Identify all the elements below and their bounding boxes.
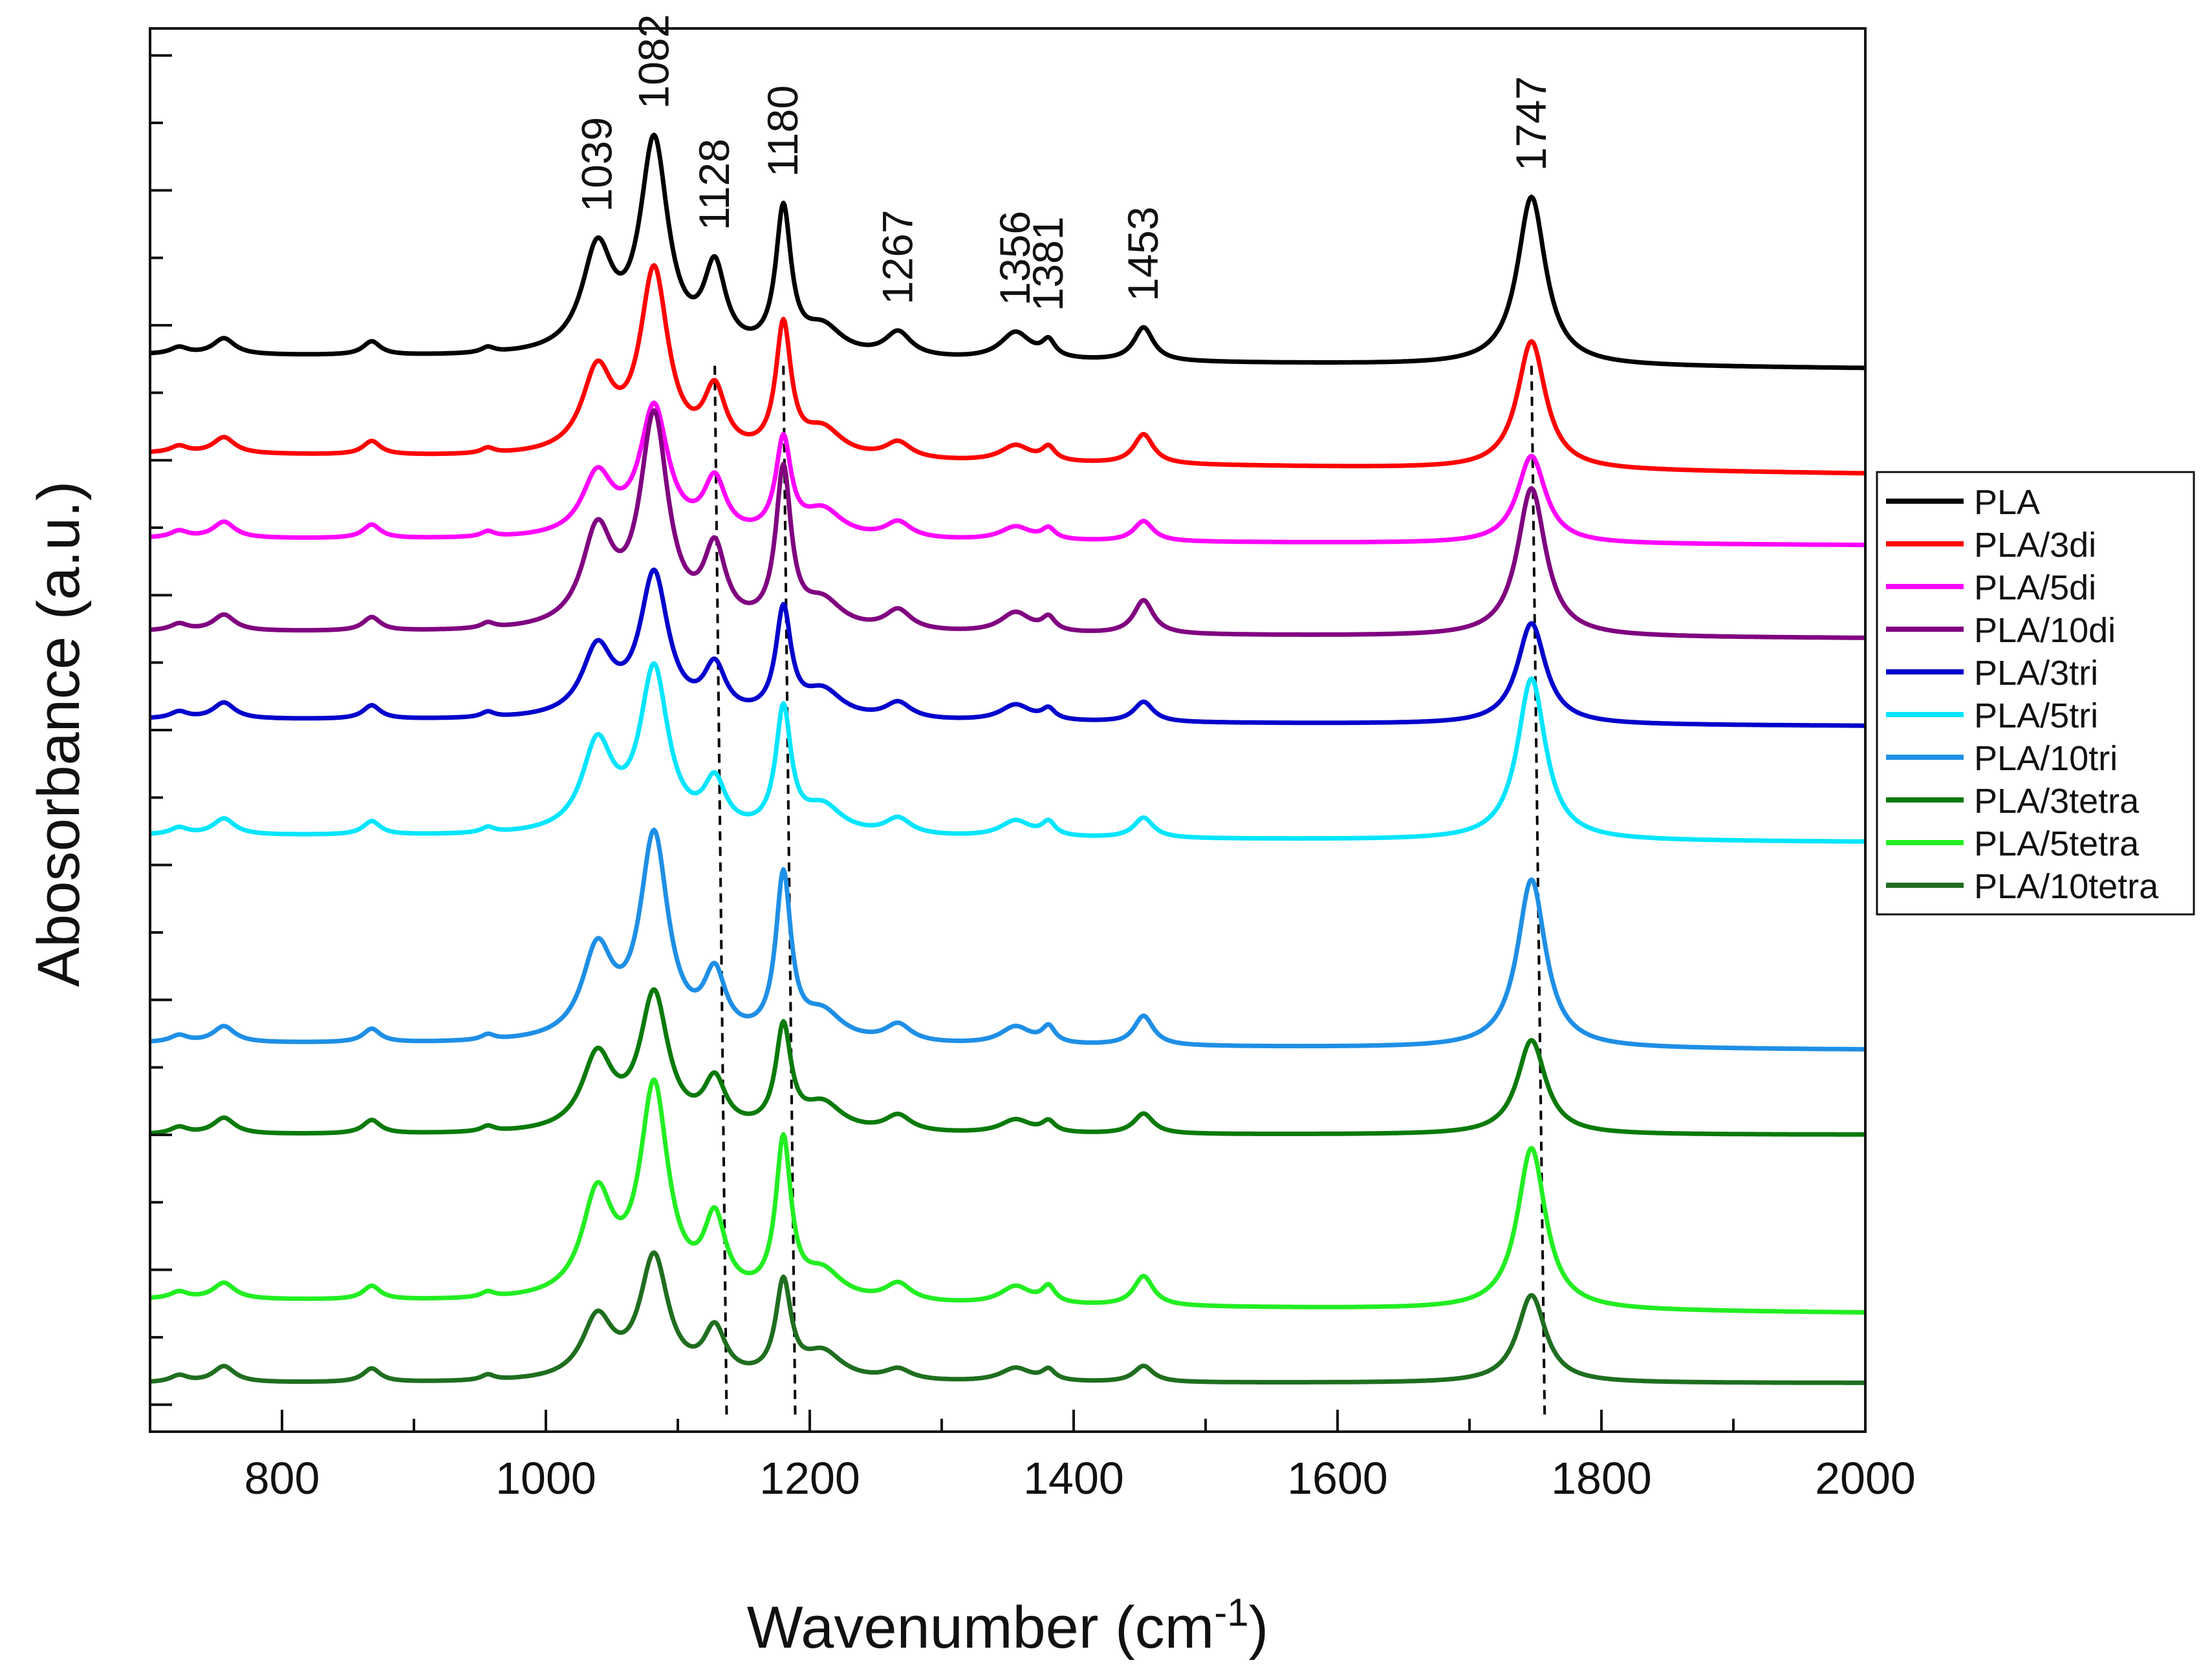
x-tick-label-800: 800 xyxy=(244,1453,320,1503)
peak-label-1039: 1039 xyxy=(573,117,621,212)
legend-label-pla-5tetra: PLA/5tetra xyxy=(1974,824,2140,863)
peak-label-1082: 1082 xyxy=(629,14,677,109)
x-tick-label-2000: 2000 xyxy=(1815,1453,1916,1503)
series-line-pla xyxy=(149,133,1867,371)
series-line-pla-5tetra xyxy=(149,1077,1867,1315)
series-line-pla-5tri xyxy=(149,661,1867,844)
x-axis-ticks: 800 1000 1200 1400 1600 1800 2000 xyxy=(149,1410,1916,1503)
guide-line-1 xyxy=(782,365,797,1419)
x-tick-label-1800: 1800 xyxy=(1551,1453,1652,1503)
series-line-pla-10di xyxy=(149,408,1867,640)
series-line-pla-3tetra xyxy=(149,987,1867,1137)
peak-label-1180: 1180 xyxy=(759,85,807,177)
series-line-pla-3di xyxy=(149,263,1867,476)
series-line-pla-10tri xyxy=(149,827,1867,1052)
x-axis-label-close: ) xyxy=(1249,1595,1269,1661)
x-axis-label: Wavenumber (cm-1) xyxy=(747,1591,1269,1661)
peak-label-1747: 1747 xyxy=(1507,76,1555,171)
legend-label-pla-10tri: PLA/10tri xyxy=(1974,739,2118,778)
legend-label-pla-5tri: PLA/5tri xyxy=(1974,696,2098,735)
peak-label-1356: 1356 xyxy=(991,211,1039,306)
legend-label-pla-3tetra: PLA/3tetra xyxy=(1974,782,2140,821)
peak-label-1381: 1381 xyxy=(1024,217,1072,312)
series-line-pla-5di xyxy=(149,400,1867,548)
legend-label-pla: PLA xyxy=(1974,483,2040,522)
x-tick-label-1000: 1000 xyxy=(495,1453,596,1503)
legend-label-pla-10di: PLA/10di xyxy=(1974,611,2116,650)
y-axis-label: Abosorbance (a.u.) xyxy=(26,481,92,987)
series-line-pla-3tri xyxy=(149,567,1867,728)
legend-label-pla-3tri: PLA/3tri xyxy=(1974,654,2098,693)
x-tick-label-1400: 1400 xyxy=(1023,1453,1124,1503)
y-axis-ticks xyxy=(150,54,172,1406)
guide-line-2 xyxy=(1530,365,1546,1419)
legend-label-pla-10tetra: PLA/10tetra xyxy=(1974,867,2159,906)
spectra xyxy=(149,133,1867,1385)
x-axis-label-main: Wavenumber (cm xyxy=(747,1595,1215,1661)
legend-label-pla-3di: PLA/3di xyxy=(1974,526,2096,565)
peak-label-1453: 1453 xyxy=(1119,206,1167,301)
series-line-pla-10tetra xyxy=(149,1250,1867,1385)
x-axis-label-superscript: -1 xyxy=(1214,1591,1248,1634)
peak-label-1267: 1267 xyxy=(874,210,922,305)
legend-label-pla-5di: PLA/5di xyxy=(1974,568,2096,607)
x-tick-label-1200: 1200 xyxy=(759,1453,860,1503)
x-tick-label-1600: 1600 xyxy=(1287,1453,1388,1503)
peak-label-1128: 1128 xyxy=(690,138,738,230)
